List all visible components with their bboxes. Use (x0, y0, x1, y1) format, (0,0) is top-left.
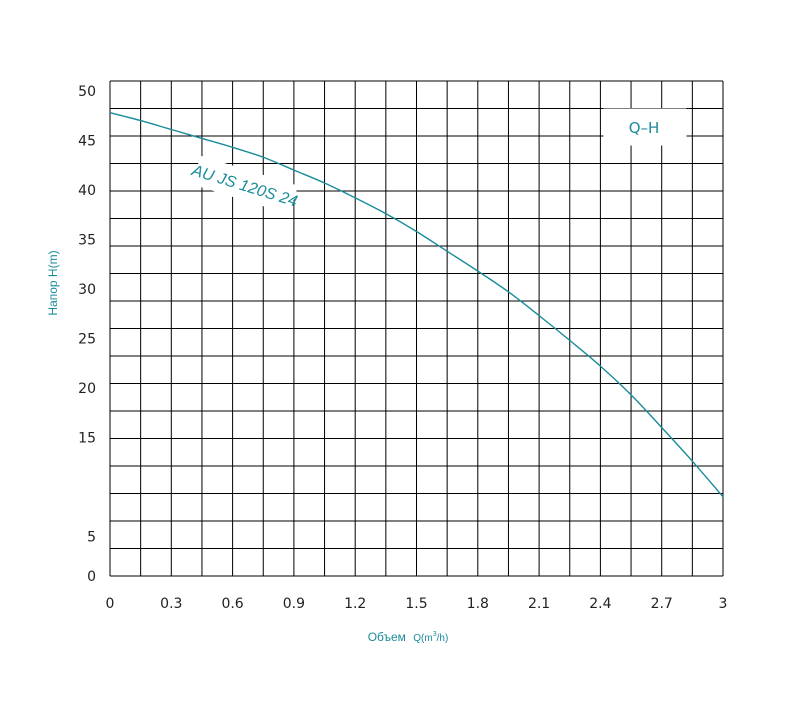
y-tick-label: 15 (78, 430, 96, 446)
legend: Q–H (603, 108, 687, 146)
y-axis-title: Напор H(m) (46, 250, 60, 315)
curve-label-group: AU JS 120S 24 (189, 155, 299, 215)
x-tick-label: 1.2 (344, 596, 366, 612)
x-tick-label: 1.8 (467, 596, 489, 612)
y-tick-labels: 0 5 15 20 25 30 35 40 45 50 (78, 84, 96, 585)
y-tick-label: 35 (78, 232, 96, 248)
x-tick-label: 0.9 (283, 596, 305, 612)
x-tick-labels: 0 0.3 0.6 0.9 1.2 1.5 1.8 2.1 2.4 2.7 3 (106, 596, 728, 612)
y-tick-label: 40 (78, 183, 96, 199)
series-line (109, 112, 724, 498)
x-tick-label: 0 (106, 596, 115, 612)
x-axis-title-main: Объем (368, 630, 406, 644)
x-axis-title-unit-prefix: Q(m (413, 633, 432, 644)
x-tick-label: 2.7 (651, 596, 673, 612)
x-tick-label: 2.4 (589, 596, 611, 612)
grid-lines (109, 80, 724, 577)
curve-label-bg (191, 155, 299, 215)
y-tick-label: 30 (78, 282, 96, 298)
y-tick-label: 50 (78, 84, 96, 100)
x-tick-label: 0.3 (160, 596, 182, 612)
y-tick-label: 20 (78, 381, 96, 397)
y-tick-label: 45 (78, 133, 96, 149)
legend-box (603, 108, 687, 146)
y-tick-label: 5 (87, 529, 96, 545)
x-axis-title: Объем Q(m3/h) (368, 630, 449, 644)
x-tick-label: 1.5 (405, 596, 427, 612)
x-tick-label: 0.6 (221, 596, 243, 612)
series-lines (109, 112, 724, 498)
x-tick-label: 2.1 (528, 596, 550, 612)
y-tick-label: 0 (87, 569, 96, 585)
x-tick-label: 3 (719, 596, 728, 612)
x-axis-title-unit-suffix: /h) (437, 633, 449, 644)
x-axis-title-unit-sup: 3 (433, 631, 437, 638)
legend-label: Q–H (629, 119, 660, 137)
y-tick-label: 25 (78, 331, 96, 347)
